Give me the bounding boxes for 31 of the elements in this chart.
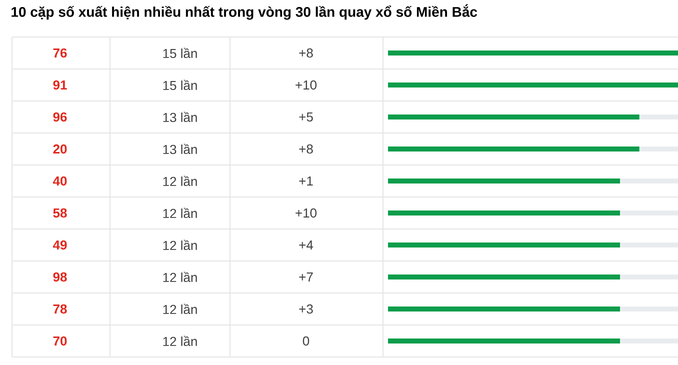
y-tick-label: 58 <box>53 208 67 218</box>
data-label: 12 lần <box>163 176 197 186</box>
data-label: 12 lần <box>163 208 197 218</box>
text: 0 <box>302 336 310 346</box>
data-label: 15 lần <box>163 48 197 58</box>
data-label: 12 lần <box>163 304 197 314</box>
y-tick-label: 98 <box>53 272 67 282</box>
text: +4 <box>299 240 314 250</box>
text: +8 <box>299 48 313 58</box>
text: +1 <box>299 176 313 186</box>
text: +7 <box>299 272 313 282</box>
y-tick-label: 70 <box>53 336 67 346</box>
data-label: 15 lần <box>163 80 197 90</box>
y-tick-label: 76 <box>53 48 67 58</box>
text: +10 <box>296 80 317 90</box>
data-label: 12 lần <box>163 240 197 250</box>
y-tick-label: 96 <box>53 112 67 122</box>
text: +10 <box>296 208 317 218</box>
y-tick-label: 20 <box>53 144 67 154</box>
y-tick-label: 78 <box>53 304 67 314</box>
y-tick-label: 40 <box>52 176 67 186</box>
data-label: 12 lần <box>163 272 197 282</box>
text: +3 <box>299 304 313 314</box>
text: 10 cặp số xuất hiện nhiều nhất trong vòng 30 lần quay xổ số Miền Bắc <box>12 4 478 20</box>
text: +5 <box>299 112 313 122</box>
data-label: 13 lần <box>163 144 197 154</box>
y-tick-label: 49 <box>52 240 67 250</box>
y-tick-label: 91 <box>53 80 67 90</box>
data-label: 12 lần <box>163 336 197 346</box>
text: +8 <box>299 144 313 154</box>
data-label: 13 lần <box>163 112 197 122</box>
